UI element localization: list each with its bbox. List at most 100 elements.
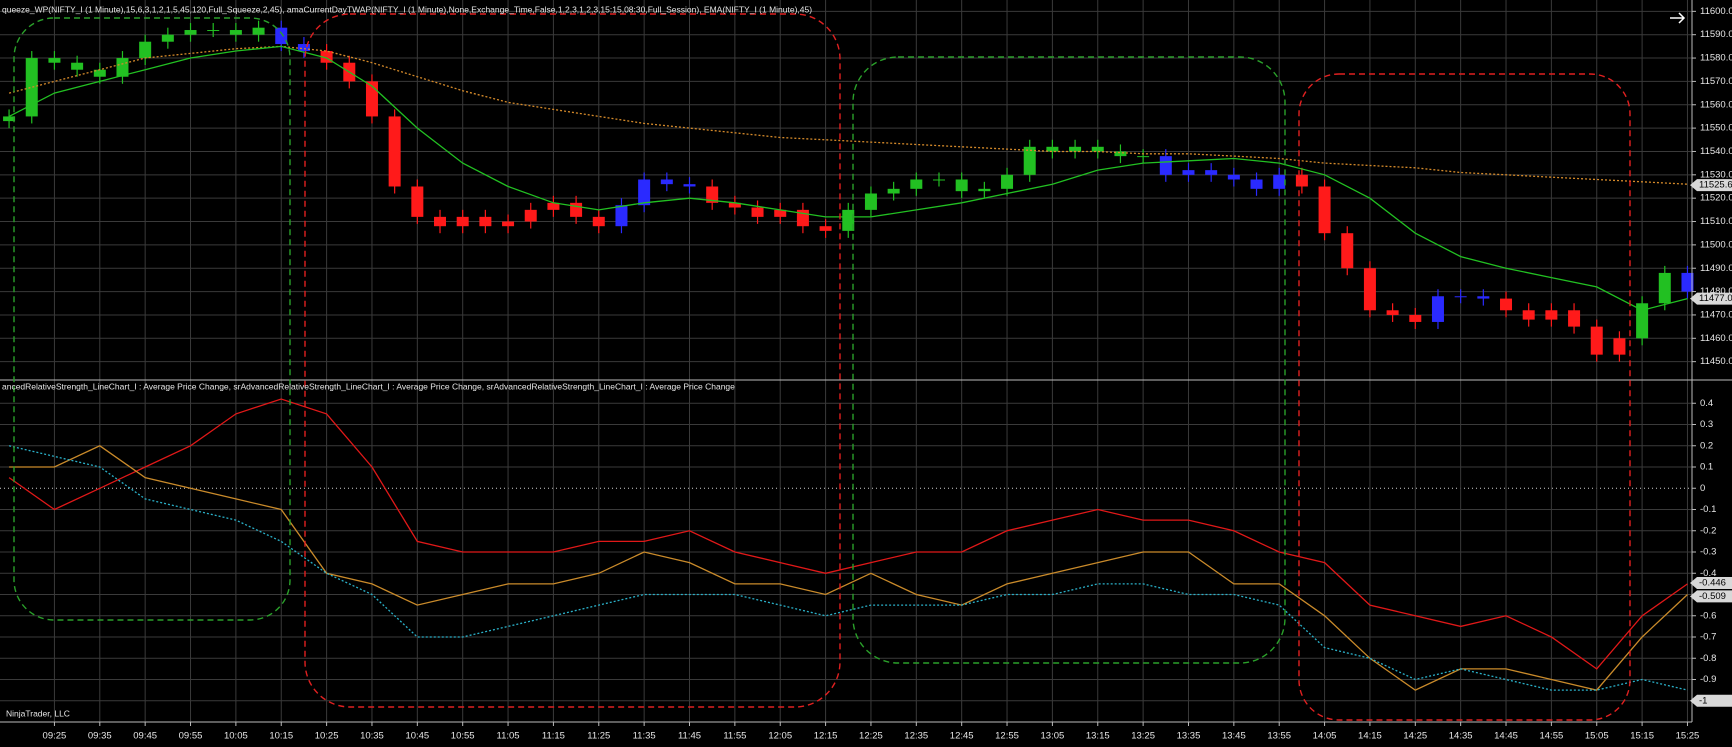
candle-body [660, 179, 673, 185]
candle-body [1613, 338, 1626, 355]
x-tick-label: 09:35 [88, 731, 112, 742]
x-tick-label: 11:35 [633, 731, 656, 742]
candle-body [842, 209, 855, 231]
candle-body [774, 209, 787, 217]
nav-arrow-icon[interactable] [1670, 12, 1686, 24]
candle-body [1069, 146, 1082, 152]
mark-layer [3, 20, 1694, 691]
y-tick-label: 11510.00 [1700, 216, 1732, 227]
candle-body [139, 41, 152, 59]
candle-body [1681, 272, 1694, 292]
y-tick-label: 11570.00 [1700, 76, 1732, 87]
candle-body [1545, 310, 1558, 320]
candle-body [275, 27, 288, 45]
candle-body [1477, 296, 1490, 299]
candle-body [955, 179, 968, 192]
candle-body [1023, 146, 1036, 175]
candle-body [48, 58, 61, 63]
y-tick-label: 11480.00 [1700, 286, 1732, 297]
candle-body [116, 58, 129, 77]
candle-body [1295, 174, 1308, 187]
candle-body [978, 188, 991, 192]
x-tick-label: 09:25 [43, 731, 67, 742]
y-tick-label: -0.1 [1700, 504, 1716, 515]
last-value-label: -0.446 [1699, 578, 1726, 589]
x-tick-label: 14:25 [1403, 731, 1427, 742]
annotation-box [1298, 73, 1631, 721]
chart-title: queeze_WP(NIFTY_I (1 Minute),15,6,3,1,2,… [2, 4, 812, 14]
candle-body [229, 30, 242, 35]
x-tick-label: 13:05 [1041, 731, 1065, 742]
candle-body [1454, 296, 1467, 298]
candle-body [456, 216, 469, 227]
annotation-box [13, 17, 291, 621]
last-value-tag [1690, 590, 1732, 603]
series-line [8, 398, 1688, 670]
y-tick-label: 11460.00 [1700, 333, 1732, 344]
candle-body [502, 221, 515, 227]
y-tick-label: 11500.00 [1700, 239, 1732, 250]
candle-body [411, 186, 424, 217]
candle-body [184, 30, 197, 35]
y-tick-label: 11490.00 [1700, 263, 1732, 274]
panel-title: ancedRelativeStrength_LineChart_I : Aver… [2, 381, 735, 391]
x-tick-label: 13:45 [1222, 731, 1246, 742]
candle-body [479, 216, 492, 227]
candle-body [1137, 156, 1150, 158]
x-tick-label: 10:55 [451, 731, 475, 742]
x-tick-label: 14:45 [1494, 731, 1518, 742]
y-tick-label: 11450.00 [1700, 356, 1732, 367]
series-line [8, 45, 1688, 185]
candle-body [207, 30, 220, 32]
candle-body [25, 58, 38, 117]
x-tick-label: 10:15 [269, 731, 293, 742]
candle-body [638, 179, 651, 206]
y-tick-label: -0.4 [1700, 568, 1716, 579]
last-value-tag [1690, 179, 1732, 192]
candle-body [615, 205, 628, 227]
candle-body [1001, 174, 1014, 189]
candle-body [1500, 298, 1513, 311]
x-tick-label: 12:45 [950, 731, 974, 742]
x-tick-label: 12:15 [814, 731, 838, 742]
y-tick-label: -0.6 [1700, 610, 1716, 621]
last-value-label: 11525.60 [1699, 180, 1732, 191]
y-tick-label: -0.8 [1700, 653, 1716, 664]
candle-body [1431, 296, 1444, 322]
y-tick-label: 11470.00 [1700, 309, 1732, 320]
candle-body [1046, 146, 1059, 152]
x-tick-label: 14:15 [1358, 731, 1382, 742]
x-tick-label: 13:15 [1086, 731, 1110, 742]
watermark: NinjaTrader, LLC [6, 708, 70, 718]
series-line [8, 445, 1688, 691]
last-value-tag [1690, 577, 1732, 590]
x-tick-label: 11:05 [497, 731, 520, 742]
candle-body [1318, 186, 1331, 234]
y-tick-label: -0.2 [1700, 525, 1716, 536]
y-tick-label: 11550.00 [1700, 123, 1732, 134]
x-tick-label: 13:25 [1131, 731, 1155, 742]
y-tick-label: 11590.00 [1700, 29, 1732, 40]
candle-body [1636, 303, 1649, 339]
y-tick-label: 0.4 [1700, 398, 1713, 409]
candle-body [1091, 146, 1104, 152]
y-tick-label: 11600.00 [1700, 6, 1732, 17]
candle-body [1250, 179, 1263, 189]
candle-body [320, 51, 333, 63]
series-line [9, 445, 1688, 691]
candle-body [71, 62, 84, 70]
last-value-label: -0.509 [1699, 591, 1726, 602]
candle-body [93, 69, 106, 77]
candle-body [864, 193, 877, 210]
x-tick-label: 14:05 [1313, 731, 1337, 742]
candle-body [570, 202, 583, 217]
candle-body [1205, 170, 1218, 175]
x-tick-label: 15:25 [1676, 731, 1700, 742]
x-tick-label: 14:35 [1449, 731, 1473, 742]
y-tick-label: 11520.00 [1700, 193, 1732, 204]
y-tick-label: 11560.00 [1700, 99, 1732, 110]
y-tick-label: 11580.00 [1700, 53, 1732, 64]
x-tick-label: 13:55 [1267, 731, 1291, 742]
